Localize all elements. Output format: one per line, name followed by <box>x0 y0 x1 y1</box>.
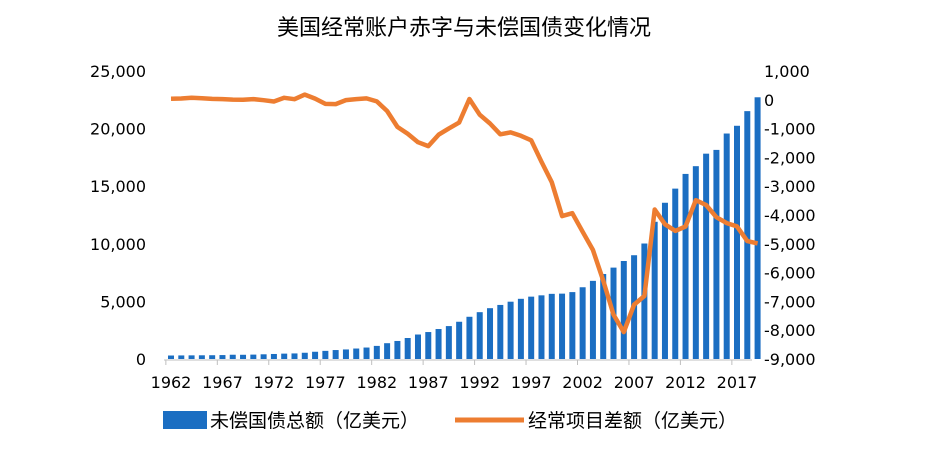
bar-1981 <box>364 348 370 359</box>
right-tick-label: -7,000 <box>764 292 816 311</box>
bar-1973 <box>281 354 287 359</box>
bar-1970 <box>250 355 256 359</box>
right-tick-label: 0 <box>764 91 774 110</box>
bar-1966 <box>209 355 215 359</box>
right-tick-label: -2,000 <box>764 148 816 167</box>
bar-2017 <box>734 126 740 359</box>
bar-1995 <box>508 302 514 359</box>
bar-1998 <box>538 295 544 359</box>
x-tick-label-2007: 2007 <box>614 373 655 392</box>
bar-2002 <box>580 287 586 359</box>
chart-title: 美国经常账户赤字与未偿国债变化情况 <box>277 16 651 41</box>
x-tick-label-2017: 2017 <box>717 373 758 392</box>
right-tick-label: -1,000 <box>764 120 816 139</box>
right-tick-label: -8,000 <box>764 321 816 340</box>
legend: 未偿国债总额（亿美元） 经常项目差额（亿美元） <box>163 410 737 432</box>
bar-1991 <box>466 317 472 359</box>
legend-label-current-account: 经常项目差额（亿美元） <box>528 410 737 432</box>
bar-1977 <box>322 351 328 359</box>
left-tick-label: 0 <box>136 350 146 369</box>
bar-1996 <box>518 299 524 359</box>
right-tick-label: -5,000 <box>764 235 816 254</box>
x-tick-label-1972: 1972 <box>254 373 295 392</box>
right-tick-label: -6,000 <box>764 264 816 283</box>
bar-1986 <box>415 335 421 359</box>
right-tick-label: 1,000 <box>764 62 810 81</box>
bar-1976 <box>312 352 318 359</box>
bar-1965 <box>199 355 205 359</box>
x-tick-label-1977: 1977 <box>305 373 346 392</box>
bar-1972 <box>271 354 277 359</box>
bar-1982 <box>374 346 380 359</box>
bar-1969 <box>240 355 246 359</box>
right-tick-label: -4,000 <box>764 206 816 225</box>
bar-2000 <box>559 294 565 359</box>
bar-1984 <box>394 341 400 359</box>
bar-2013 <box>693 166 699 359</box>
x-tick-label-1982: 1982 <box>356 373 397 392</box>
bar-1979 <box>343 349 349 359</box>
current-account-line <box>171 95 758 333</box>
legend-swatch-debt <box>163 411 207 429</box>
bar-2006 <box>621 261 627 359</box>
x-tick-label-1967: 1967 <box>202 373 243 392</box>
x-tick-label-1997: 1997 <box>511 373 552 392</box>
bar-1993 <box>487 308 493 359</box>
bar-1964 <box>189 355 195 359</box>
left-tick-label: 20,000 <box>90 120 146 139</box>
left-tick-label: 10,000 <box>90 235 146 254</box>
bar-1999 <box>549 294 555 359</box>
bar-1988 <box>436 329 442 359</box>
bar-2012 <box>683 174 689 359</box>
bar-1974 <box>291 353 297 359</box>
right-tick-label: -9,000 <box>764 350 816 369</box>
bar-1967 <box>219 355 225 359</box>
legend-label-debt: 未偿国债总额（亿美元） <box>210 410 419 432</box>
bar-1968 <box>230 355 236 359</box>
x-tick-label-2002: 2002 <box>562 373 603 392</box>
bar-2014 <box>703 154 709 359</box>
bar-1983 <box>384 343 390 359</box>
x-tick-label-1987: 1987 <box>408 373 449 392</box>
bar-1987 <box>425 332 431 359</box>
bar-2003 <box>590 281 596 359</box>
bar-1962 <box>168 356 174 359</box>
bar-1989 <box>446 326 452 359</box>
bar-2019 <box>755 97 761 359</box>
bar-1990 <box>456 322 462 359</box>
bar-1978 <box>333 350 339 359</box>
x-tick-label-1992: 1992 <box>459 373 500 392</box>
bar-1971 <box>261 354 267 359</box>
bar-2001 <box>569 292 575 359</box>
x-tick-label-2012: 2012 <box>665 373 706 392</box>
bar-2011 <box>672 189 678 359</box>
bar-1963 <box>178 355 184 359</box>
bar-2015 <box>713 150 719 359</box>
x-tick-label-1962: 1962 <box>151 373 192 392</box>
left-tick-label: 5,000 <box>100 292 146 311</box>
bar-1994 <box>497 305 503 359</box>
bar-1992 <box>477 312 483 359</box>
bar-1980 <box>353 349 359 359</box>
right-tick-label: -3,000 <box>764 177 816 196</box>
bar-1985 <box>405 338 411 359</box>
bar-1997 <box>528 297 534 359</box>
left-tick-label: 25,000 <box>90 62 146 81</box>
bar-1975 <box>302 353 308 359</box>
left-tick-label: 15,000 <box>90 177 146 196</box>
bar-2016 <box>724 134 730 359</box>
